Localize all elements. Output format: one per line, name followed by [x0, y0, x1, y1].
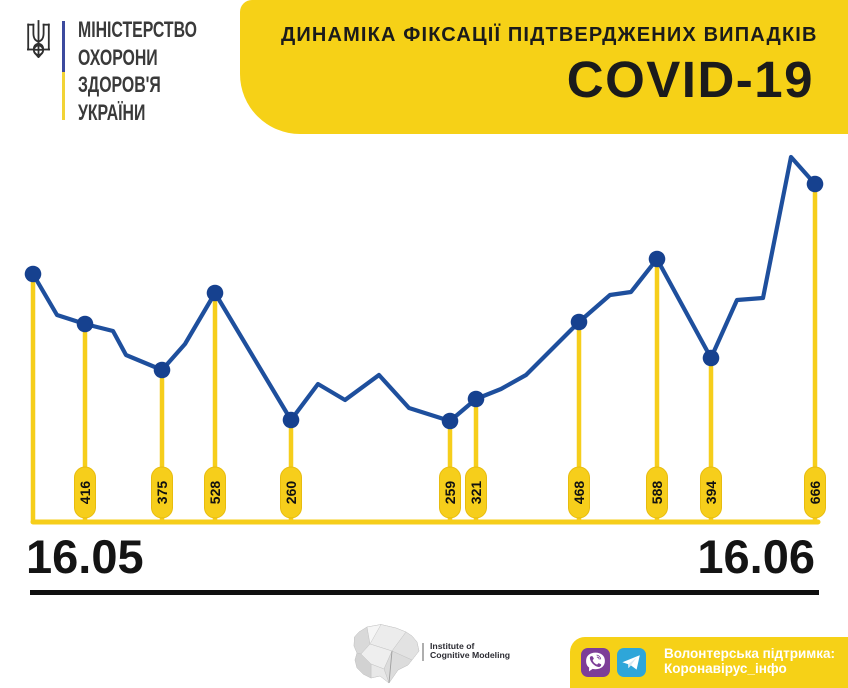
svg-text:321: 321: [468, 481, 484, 505]
svg-text:416: 416: [77, 481, 93, 505]
svg-text:588: 588: [649, 481, 665, 505]
svg-text:468: 468: [571, 481, 587, 505]
svg-text:528: 528: [207, 481, 223, 505]
svg-text:260: 260: [283, 481, 299, 505]
svg-text:666: 666: [807, 481, 823, 505]
svg-text:259: 259: [442, 481, 458, 505]
svg-text:375: 375: [154, 481, 170, 505]
svg-text:394: 394: [703, 481, 719, 505]
